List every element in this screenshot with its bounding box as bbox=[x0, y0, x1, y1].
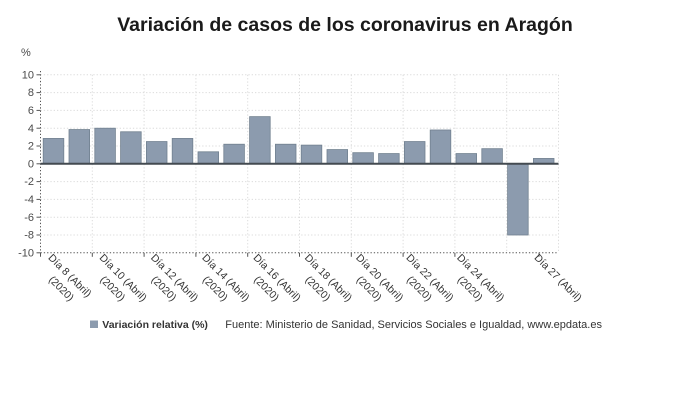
svg-text:8: 8 bbox=[28, 87, 34, 99]
svg-text:-2: -2 bbox=[24, 176, 34, 188]
svg-text:Fuente: Ministerio de Sanidad,: Fuente: Ministerio de Sanidad, Servicios… bbox=[225, 319, 602, 331]
svg-text:%: % bbox=[21, 47, 31, 59]
svg-text:Variación relativa (%): Variación relativa (%) bbox=[102, 319, 208, 331]
svg-text:0: 0 bbox=[28, 158, 34, 170]
svg-text:-10: -10 bbox=[18, 247, 34, 259]
svg-text:2: 2 bbox=[28, 141, 34, 153]
svg-text:Variación de casos de los coro: Variación de casos de los coronavirus en… bbox=[117, 14, 573, 36]
svg-text:6: 6 bbox=[28, 105, 34, 117]
svg-text:-4: -4 bbox=[24, 194, 34, 206]
svg-text:-6: -6 bbox=[24, 212, 34, 224]
svg-text:4: 4 bbox=[28, 123, 34, 135]
svg-text:-8: -8 bbox=[24, 230, 34, 242]
svg-text:10: 10 bbox=[22, 69, 34, 81]
